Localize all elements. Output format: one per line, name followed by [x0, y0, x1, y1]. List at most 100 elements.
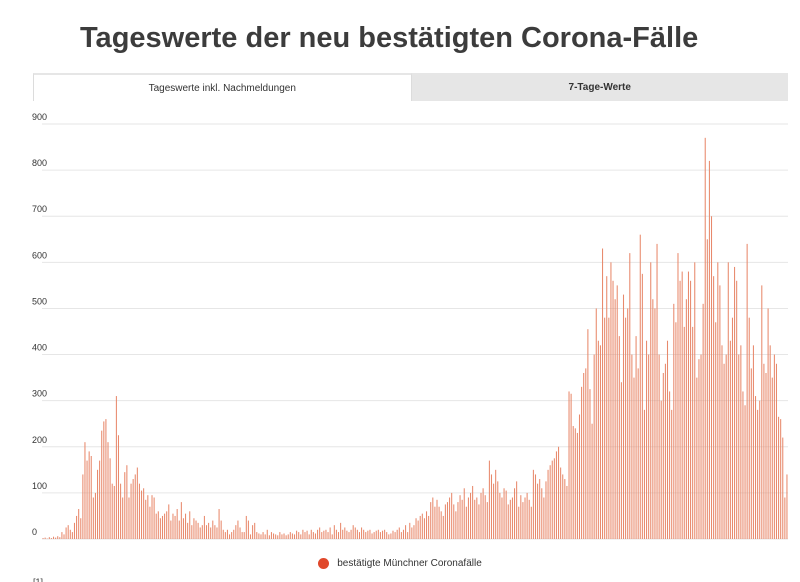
- bar[interactable]: [660, 400, 662, 539]
- bar[interactable]: [685, 299, 687, 539]
- bar[interactable]: [708, 160, 710, 539]
- bar[interactable]: [562, 474, 564, 539]
- bar[interactable]: [604, 317, 606, 539]
- bar[interactable]: [138, 483, 140, 539]
- bar[interactable]: [658, 354, 660, 539]
- bar[interactable]: [159, 518, 161, 539]
- bar[interactable]: [543, 497, 545, 540]
- bar[interactable]: [451, 492, 453, 539]
- bar[interactable]: [193, 518, 195, 539]
- bar[interactable]: [325, 529, 327, 539]
- bar[interactable]: [107, 442, 109, 539]
- bar[interactable]: [570, 393, 572, 539]
- bar[interactable]: [379, 532, 381, 539]
- bar[interactable]: [375, 530, 377, 539]
- bar[interactable]: [719, 285, 721, 539]
- bar[interactable]: [151, 495, 153, 539]
- bar[interactable]: [752, 345, 754, 539]
- bar[interactable]: [671, 409, 673, 539]
- bar[interactable]: [780, 419, 782, 539]
- bar[interactable]: [453, 504, 455, 539]
- bar[interactable]: [363, 529, 365, 539]
- bar[interactable]: [539, 479, 541, 539]
- bar[interactable]: [329, 527, 331, 539]
- bar[interactable]: [247, 520, 249, 539]
- bar[interactable]: [499, 492, 501, 539]
- bar[interactable]: [354, 527, 356, 539]
- bar[interactable]: [346, 530, 348, 539]
- bar[interactable]: [356, 529, 358, 539]
- bar[interactable]: [662, 373, 664, 539]
- bar[interactable]: [706, 239, 708, 539]
- bar[interactable]: [589, 389, 591, 539]
- bar[interactable]: [428, 515, 430, 539]
- bar[interactable]: [721, 345, 723, 539]
- bar[interactable]: [317, 529, 319, 539]
- bar[interactable]: [650, 262, 652, 539]
- bar[interactable]: [243, 532, 245, 539]
- bar[interactable]: [748, 317, 750, 539]
- bar[interactable]: [744, 405, 746, 539]
- bar[interactable]: [241, 532, 243, 539]
- bar[interactable]: [620, 382, 622, 539]
- bar[interactable]: [612, 280, 614, 539]
- bar[interactable]: [291, 533, 293, 539]
- bar[interactable]: [459, 495, 461, 539]
- bar[interactable]: [555, 451, 557, 539]
- bar[interactable]: [235, 525, 237, 539]
- bar[interactable]: [337, 532, 340, 539]
- bar[interactable]: [438, 506, 440, 539]
- bar[interactable]: [673, 303, 675, 539]
- bar[interactable]: [122, 497, 124, 540]
- bar[interactable]: [203, 515, 205, 539]
- bar[interactable]: [411, 527, 413, 539]
- bar[interactable]: [166, 511, 168, 539]
- bar[interactable]: [128, 497, 130, 540]
- bar[interactable]: [578, 414, 581, 540]
- bar[interactable]: [480, 492, 482, 539]
- bar[interactable]: [199, 527, 201, 539]
- bar[interactable]: [384, 529, 386, 539]
- bar[interactable]: [323, 530, 325, 539]
- bar[interactable]: [365, 532, 367, 539]
- bar[interactable]: [432, 497, 434, 540]
- bar[interactable]: [141, 490, 143, 539]
- bar[interactable]: [677, 253, 679, 540]
- bar[interactable]: [767, 308, 769, 539]
- bar[interactable]: [296, 530, 298, 539]
- bar[interactable]: [558, 446, 560, 539]
- bar[interactable]: [516, 481, 518, 539]
- bar[interactable]: [153, 497, 155, 540]
- bar[interactable]: [786, 474, 788, 539]
- bar[interactable]: [476, 497, 478, 540]
- bar[interactable]: [218, 509, 220, 539]
- bar[interactable]: [103, 421, 105, 539]
- chart-legend[interactable]: bestätigte Münchner Coronafälle: [0, 558, 800, 569]
- bar[interactable]: [197, 522, 199, 539]
- bar[interactable]: [264, 534, 266, 539]
- bar[interactable]: [168, 504, 170, 539]
- bar[interactable]: [591, 423, 593, 539]
- bar[interactable]: [746, 243, 748, 539]
- bar[interactable]: [679, 280, 681, 539]
- bar[interactable]: [86, 460, 88, 539]
- bar[interactable]: [262, 532, 264, 539]
- bar[interactable]: [526, 492, 528, 539]
- bar[interactable]: [551, 460, 553, 539]
- bar[interactable]: [778, 416, 780, 539]
- bar[interactable]: [69, 529, 71, 539]
- bar[interactable]: [321, 532, 323, 539]
- bar[interactable]: [610, 262, 612, 539]
- bar[interactable]: [507, 504, 509, 539]
- bar[interactable]: [606, 276, 608, 539]
- bar[interactable]: [493, 483, 495, 539]
- bar[interactable]: [514, 488, 516, 539]
- bar[interactable]: [581, 386, 583, 539]
- bar[interactable]: [371, 533, 373, 539]
- bar[interactable]: [224, 532, 226, 539]
- bar[interactable]: [713, 276, 715, 539]
- bar[interactable]: [80, 518, 82, 539]
- tab-daily-values[interactable]: Tageswerte inkl. Nachmeldungen: [33, 73, 412, 101]
- bar[interactable]: [622, 294, 625, 539]
- bar[interactable]: [641, 273, 643, 539]
